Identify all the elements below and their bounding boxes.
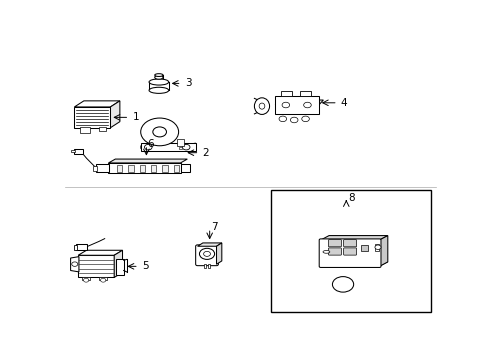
FancyBboxPatch shape bbox=[319, 239, 380, 267]
Bar bbox=[275, 96, 318, 114]
Ellipse shape bbox=[154, 75, 163, 79]
Circle shape bbox=[332, 276, 353, 292]
Polygon shape bbox=[74, 101, 120, 107]
Ellipse shape bbox=[149, 79, 168, 85]
Bar bbox=[99, 277, 107, 280]
Circle shape bbox=[101, 278, 105, 282]
Text: 6: 6 bbox=[147, 139, 154, 149]
Bar bbox=[173, 165, 179, 172]
Text: 4: 4 bbox=[340, 98, 346, 108]
FancyBboxPatch shape bbox=[343, 240, 356, 247]
Circle shape bbox=[203, 251, 210, 256]
Bar bbox=[280, 91, 292, 96]
Bar bbox=[178, 147, 182, 149]
Bar bbox=[76, 244, 87, 250]
Text: 2: 2 bbox=[202, 148, 209, 158]
Text: 5: 5 bbox=[142, 261, 148, 271]
Circle shape bbox=[141, 118, 178, 146]
Bar bbox=[71, 150, 75, 152]
Text: 3: 3 bbox=[184, 78, 191, 89]
Polygon shape bbox=[320, 262, 387, 266]
FancyBboxPatch shape bbox=[343, 248, 356, 255]
Circle shape bbox=[303, 102, 311, 108]
Bar bbox=[116, 260, 123, 275]
Bar bbox=[374, 244, 379, 251]
Polygon shape bbox=[141, 143, 158, 151]
Polygon shape bbox=[379, 235, 387, 266]
Bar bbox=[96, 164, 109, 172]
Ellipse shape bbox=[254, 98, 269, 114]
Bar bbox=[99, 127, 105, 131]
Bar bbox=[78, 255, 114, 278]
Bar bbox=[203, 264, 206, 268]
Circle shape bbox=[199, 248, 214, 260]
Bar bbox=[117, 165, 122, 172]
Circle shape bbox=[282, 102, 289, 108]
Circle shape bbox=[301, 116, 309, 122]
Circle shape bbox=[144, 144, 152, 150]
Bar bbox=[74, 107, 110, 128]
Polygon shape bbox=[114, 250, 122, 278]
Polygon shape bbox=[108, 159, 187, 163]
Ellipse shape bbox=[323, 251, 329, 253]
Polygon shape bbox=[110, 101, 120, 128]
Ellipse shape bbox=[154, 74, 163, 76]
Text: 1: 1 bbox=[132, 112, 139, 122]
Circle shape bbox=[290, 117, 297, 123]
Bar bbox=[93, 166, 97, 171]
Bar bbox=[139, 165, 144, 172]
Bar bbox=[74, 245, 77, 250]
Ellipse shape bbox=[149, 87, 168, 93]
Bar bbox=[207, 264, 210, 268]
Bar bbox=[82, 277, 90, 280]
Circle shape bbox=[182, 144, 189, 150]
FancyBboxPatch shape bbox=[195, 245, 218, 266]
Bar bbox=[180, 164, 189, 172]
FancyBboxPatch shape bbox=[328, 240, 341, 247]
Polygon shape bbox=[197, 243, 222, 246]
Bar bbox=[128, 165, 133, 172]
Circle shape bbox=[374, 245, 380, 249]
Bar bbox=[271, 190, 430, 312]
Circle shape bbox=[83, 278, 89, 282]
Polygon shape bbox=[275, 100, 323, 105]
Bar bbox=[162, 165, 167, 172]
FancyBboxPatch shape bbox=[328, 248, 341, 255]
Text: 8: 8 bbox=[347, 193, 354, 203]
Bar bbox=[80, 127, 89, 133]
Polygon shape bbox=[70, 257, 79, 272]
Bar bbox=[141, 143, 195, 151]
Bar bbox=[176, 139, 184, 146]
Text: 7: 7 bbox=[211, 222, 218, 232]
Bar bbox=[108, 163, 180, 174]
Bar bbox=[360, 246, 367, 251]
Polygon shape bbox=[216, 243, 222, 264]
Circle shape bbox=[153, 127, 166, 137]
Bar bbox=[299, 91, 310, 96]
Circle shape bbox=[72, 262, 78, 266]
Polygon shape bbox=[178, 143, 195, 151]
Circle shape bbox=[279, 116, 286, 122]
Polygon shape bbox=[320, 235, 387, 240]
Bar bbox=[151, 165, 156, 172]
Polygon shape bbox=[78, 250, 122, 255]
Ellipse shape bbox=[259, 103, 264, 109]
Bar bbox=[74, 149, 83, 153]
